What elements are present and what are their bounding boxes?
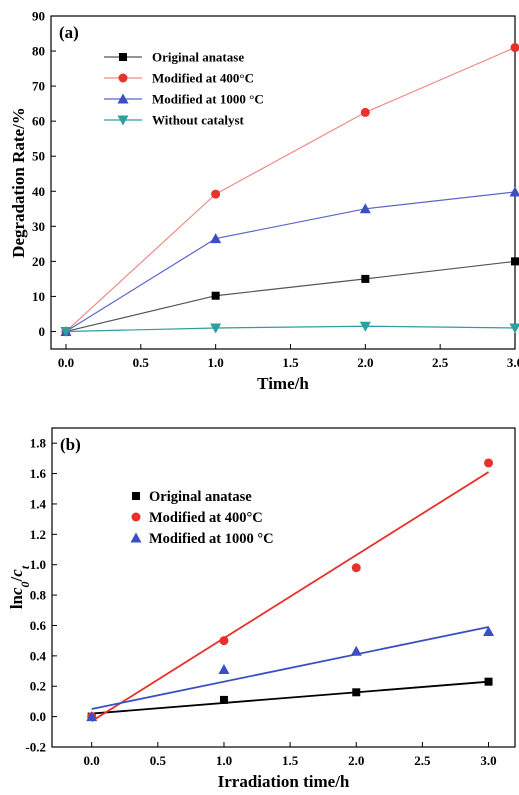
x-tick-label: 0.5 (150, 753, 167, 768)
data-point (484, 458, 494, 468)
y-tick-label: 80 (32, 44, 45, 59)
legend-label: Without catalyst (152, 113, 245, 128)
y-axis-title: Degradation Rate/% (9, 107, 28, 258)
legend-marker (132, 492, 140, 500)
data-point (86, 711, 98, 722)
fit-line (91, 626, 489, 710)
y-tick-label: 50 (32, 149, 45, 164)
data-point (359, 203, 371, 214)
fit-line (91, 471, 490, 722)
series-line (65, 325, 516, 333)
legend-label: Modified at 400°C (149, 510, 263, 526)
y-tick-label: 1.0 (30, 557, 46, 572)
series-3 (60, 186, 519, 336)
y-axis-title: lnc0/ct (7, 565, 32, 609)
data-point (510, 43, 519, 53)
legend: Original anatase Modified at 400°C Modifie… (104, 50, 264, 128)
x-axis-title: Time/h (257, 374, 309, 393)
data-point (509, 186, 519, 197)
panel-label: (b) (60, 435, 81, 454)
legend-marker (117, 115, 129, 126)
x-tick-label: 1.0 (216, 753, 232, 768)
legend-marker (119, 53, 127, 61)
data-point (218, 664, 230, 675)
data-point (210, 323, 222, 334)
legend-label: Modified at 1000 °C (149, 531, 274, 547)
legend-marker (118, 73, 128, 83)
data-point (511, 257, 519, 266)
data-point (211, 291, 220, 300)
y-tick-label: 90 (32, 9, 45, 24)
fit-line (91, 680, 489, 715)
data-point (351, 563, 361, 573)
y-tick-label: 30 (32, 219, 45, 234)
x-tick-label: 1.5 (282, 753, 299, 768)
data-point (352, 688, 361, 697)
data-point (350, 645, 362, 656)
x-tick-label: 1.5 (282, 355, 299, 370)
panel-label: (a) (59, 23, 79, 42)
data-point (60, 326, 72, 337)
data-point (483, 626, 495, 637)
data-point (359, 321, 371, 332)
y-tick-label: 60 (32, 114, 45, 129)
x-tick-label: 3.0 (480, 753, 496, 768)
legend: Original anatase Modified at 400°C Modifie… (130, 489, 274, 547)
legend-marker (117, 93, 129, 104)
y-tick-label: -0.2 (25, 740, 46, 755)
y-tick-label: 1.6 (30, 466, 47, 481)
y-tick-label: 1.2 (30, 527, 46, 542)
data-point (211, 189, 221, 199)
series-4 (60, 321, 519, 337)
data-point (361, 274, 370, 283)
x-tick-label: 2.0 (348, 753, 364, 768)
series-1 (87, 677, 493, 721)
y-tick-label: 1.4 (30, 496, 47, 511)
series-1 (61, 257, 519, 336)
chart-panel-b: 0.0 0.5 1.0 1.5 2.0 2.5 3.0 -0.2 0.0 0.2 0.4 0.6 0.8… (7, 427, 516, 791)
y-tick-label: 20 (32, 254, 45, 269)
data-point (219, 695, 228, 704)
x-tick-label: 2.0 (357, 355, 373, 370)
data-point (210, 233, 222, 244)
legend-marker (131, 512, 141, 522)
series-line (65, 260, 516, 333)
data-point (509, 323, 519, 334)
series-line (65, 46, 516, 332)
legend-label: Original anatase (152, 50, 244, 65)
x-tick-label: 0.0 (84, 753, 100, 768)
x-tick-label: 0.0 (58, 355, 74, 370)
legend-marker (130, 532, 142, 543)
x-tick-label: 2.5 (414, 753, 431, 768)
x-tick-label: 1.0 (208, 355, 224, 370)
data-point (219, 636, 229, 646)
y-tick-label: 70 (32, 79, 45, 94)
series-line (65, 191, 516, 332)
y-tick-label: 1.8 (30, 436, 47, 451)
y-tick-label: 0.0 (30, 709, 46, 724)
y-tick-label: 0.2 (30, 679, 46, 694)
x-tick-label: 0.5 (133, 355, 150, 370)
y-tick-label: 0.8 (30, 588, 47, 603)
data-point (484, 677, 493, 686)
x-tick-label: 3.0 (507, 355, 519, 370)
legend-label: Original anatase (149, 489, 252, 505)
y-tick-label: 0.6 (30, 618, 47, 633)
x-axis-title: Irradiation time/h (218, 772, 350, 791)
plot-frame (50, 15, 516, 350)
y-tick-label: 40 (32, 184, 45, 199)
y-tick-label: 0.4 (30, 648, 47, 663)
y-tick-label: 0 (39, 324, 46, 339)
data-point (360, 107, 370, 117)
series-3 (86, 626, 495, 722)
chart-panel-a: 0.0 0.5 1.0 1.5 2.0 2.5 3.0 0 10 20 30 40 50 60 70 80 90… (9, 9, 519, 393)
series-2 (61, 43, 519, 336)
legend-label: Modified at 1000 °C (152, 92, 264, 107)
plot-frame (51, 427, 516, 748)
x-tick-label: 2.5 (432, 355, 449, 370)
y-tick-label: 10 (32, 289, 45, 304)
legend-label: Modified at 400°C (152, 71, 254, 86)
